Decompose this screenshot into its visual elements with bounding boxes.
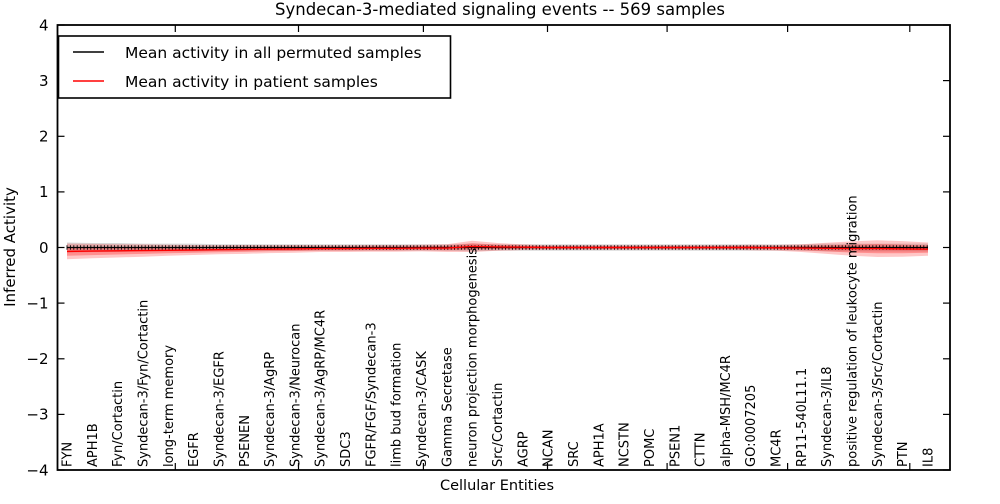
x-category-label: PSEN1 bbox=[668, 425, 683, 467]
x-category-label: NCAN bbox=[542, 430, 557, 467]
x-category-label: APH1A bbox=[592, 423, 607, 467]
x-category-label: Syndecan-3/Src/Cortactin bbox=[871, 301, 886, 467]
x-category-label: AGRP bbox=[516, 431, 531, 467]
x-category-label: NCSTN bbox=[618, 422, 633, 467]
x-category-label: positive regulation of leukocyte migrati… bbox=[846, 195, 861, 467]
legend-label-patient: Mean activity in patient samples bbox=[125, 73, 378, 91]
y-tick-label: 4 bbox=[39, 16, 49, 34]
x-category-label: POMC bbox=[643, 429, 658, 467]
y-tick-label: 1 bbox=[39, 183, 49, 201]
x-category-label: GO:0007205 bbox=[744, 385, 759, 467]
x-category-label: APH1B bbox=[86, 423, 101, 467]
x-category-label: Fyn/Cortactin bbox=[111, 381, 126, 467]
legend-label-permuted: Mean activity in all permuted samples bbox=[125, 44, 422, 62]
chart-title: Syndecan-3-mediated signaling events -- … bbox=[275, 0, 725, 19]
x-category-label: Gamma Secretase bbox=[440, 347, 455, 467]
x-category-label: Syndecan-3/AgRP bbox=[263, 352, 278, 467]
x-category-label: SRC bbox=[567, 441, 582, 467]
x-category-label: EGFR bbox=[187, 432, 202, 467]
legend-box bbox=[57, 35, 452, 99]
y-tick-label: 3 bbox=[39, 72, 49, 90]
x-category-label: RP11-540L11.1 bbox=[795, 368, 810, 467]
x-category-label: FGFR/FGF/Syndecan-3 bbox=[364, 322, 379, 467]
x-category-label: IL8 bbox=[922, 448, 937, 467]
y-tick-label: 2 bbox=[39, 128, 49, 146]
x-category-label: SDC3 bbox=[339, 431, 354, 467]
x-category-label: limb bud formation bbox=[390, 343, 405, 467]
y-tick-label: −4 bbox=[26, 461, 48, 479]
x-category-label: Syndecan-3/AgRP/MC4R bbox=[314, 310, 329, 467]
x-category-label: long-term memory bbox=[162, 345, 177, 467]
y-tick-label: 0 bbox=[39, 239, 49, 257]
y-tick-label: −1 bbox=[26, 294, 48, 312]
legend: Mean activity in all permuted samples Me… bbox=[57, 35, 452, 99]
x-category-label: PSENEN bbox=[238, 415, 253, 467]
x-category-label: Syndecan-3/CASK bbox=[415, 351, 430, 467]
x-category-label: Syndecan-3/Fyn/Cortactin bbox=[137, 300, 152, 467]
x-category-label: alpha-MSH/MC4R bbox=[719, 355, 734, 467]
y-tick-labels: 4 3 2 1 0 −1 −2 −3 −4 bbox=[26, 16, 48, 479]
x-category-label: CTTN bbox=[694, 433, 709, 467]
x-category-label: neuron projection morphogenesis bbox=[466, 248, 481, 467]
y-tick-label: −3 bbox=[26, 406, 48, 424]
patient-mean-line bbox=[66, 245, 929, 253]
x-category-label: Syndecan-3/EGFR bbox=[212, 351, 227, 467]
x-category-label: PTN bbox=[896, 441, 911, 467]
x-category-label: FYN bbox=[61, 442, 76, 467]
x-category-label: Src/Cortactin bbox=[491, 383, 506, 467]
x-axis-label: Cellular Entities bbox=[440, 478, 554, 494]
x-category-labels: FYN APH1B Fyn/Cortactin Syndecan-3/Fyn/Cort… bbox=[61, 195, 937, 467]
x-category-label: MC4R bbox=[770, 429, 785, 467]
x-category-label: Syndecan-3/IL8 bbox=[820, 367, 835, 467]
y-axis-label: Inferred Activity bbox=[1, 187, 19, 307]
patient-std-band bbox=[67, 240, 928, 260]
plot-lines bbox=[66, 245, 929, 253]
x-category-label: Syndecan-3/Neurocan bbox=[288, 324, 303, 467]
y-tick-label: −2 bbox=[26, 350, 48, 368]
